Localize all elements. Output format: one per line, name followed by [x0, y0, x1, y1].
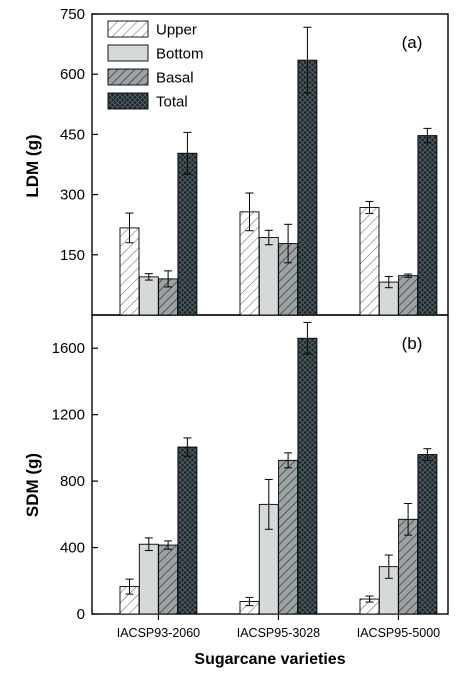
y-tick-label-b: 400	[60, 540, 85, 557]
y-tick-label-b: 1600	[52, 340, 85, 357]
x-tick-label: IACSP95-5000	[357, 626, 440, 640]
bar-a-upper-3	[359, 206, 380, 316]
x-tick-labels: IACSP93-2060 IACSP95-3028 IACSP95-5000	[117, 614, 440, 640]
legend-label-total: Total	[156, 94, 188, 111]
x-tick-label: IACSP93-2060	[117, 626, 200, 640]
error-bar-a-upper-2	[245, 192, 254, 232]
y-tick-label-b: 800	[60, 473, 85, 490]
error-bar-a-upper-1	[125, 212, 134, 244]
panel-a-y-axis-title: LDM (g)	[23, 134, 42, 197]
y-tick-label-a: 150	[60, 247, 85, 264]
error-bar-a-total-2	[303, 26, 312, 94]
bar-a-basal-3	[398, 275, 419, 316]
y-tick-label-b: 0	[77, 606, 85, 623]
panel-b-y-axis-title: SDM (g)	[23, 453, 42, 517]
error-bar-a-bottom-2	[264, 229, 273, 246]
error-bar-b-bottom-1	[144, 537, 153, 552]
bar-b-bottom-1	[138, 543, 159, 615]
y-tick-label-a: 450	[60, 126, 85, 143]
y-tick-label-a: 750	[60, 6, 85, 23]
bar-b-total-1	[177, 446, 198, 615]
error-bar-a-total-1	[183, 131, 192, 175]
bar-a-bottom-2	[258, 237, 279, 316]
bar-a-total-3	[417, 135, 438, 316]
legend-swatch-bottom	[107, 44, 149, 62]
bar-b-basal-1	[158, 544, 179, 615]
error-bar-b-basal-3	[404, 503, 413, 536]
panel-a-y-ticks: 150 300 450 600 750	[60, 6, 98, 264]
y-tick-label-a: 600	[60, 66, 85, 83]
error-bar-a-total-3	[423, 127, 432, 144]
legend-swatch-total	[107, 92, 149, 110]
legend-label-bottom: Bottom	[156, 46, 204, 63]
error-bar-b-bottom-3	[384, 554, 393, 579]
error-bar-a-bottom-1	[144, 273, 153, 281]
bar-a-total-1	[177, 152, 198, 316]
error-bar-a-basal-3	[404, 273, 413, 278]
error-bar-b-total-1	[183, 437, 192, 457]
bar-a-total-2	[297, 59, 318, 316]
panel-b-y-ticks: 0 400 800 1200 1600	[52, 340, 98, 623]
legend: Upper Bottom Basal Total	[107, 20, 204, 111]
legend-swatch-upper	[107, 20, 149, 38]
error-bar-a-basal-1	[164, 270, 173, 288]
legend-label-upper: Upper	[156, 22, 197, 39]
bar-b-basal-2	[278, 459, 299, 615]
y-tick-label-a: 300	[60, 187, 85, 204]
error-bar-b-upper-2	[245, 596, 254, 607]
error-bar-b-basal-1	[164, 540, 173, 550]
y-tick-label-b: 1200	[52, 407, 85, 424]
error-bar-a-upper-3	[365, 200, 374, 214]
x-tick-label: IACSP95-3028	[237, 626, 320, 640]
x-axis-title: Sugarcane varieties	[194, 651, 345, 668]
bar-b-total-3	[417, 454, 438, 615]
legend-label-basal: Basal	[156, 70, 194, 87]
error-bar-b-upper-3	[365, 595, 374, 603]
error-bar-b-upper-1	[125, 578, 134, 595]
error-bar-b-total-2	[303, 321, 312, 355]
error-bar-a-basal-2	[284, 223, 293, 264]
panel-b-label: (b)	[402, 334, 423, 353]
legend-swatch-basal	[107, 68, 149, 86]
panel-a-bars	[119, 26, 438, 316]
panel-b-bars	[119, 321, 438, 615]
bar-a-bottom-1	[138, 276, 159, 316]
error-bar-b-total-3	[423, 448, 432, 461]
error-bar-b-bottom-2	[264, 478, 273, 530]
error-bar-b-basal-2	[284, 452, 293, 469]
error-bar-a-bottom-3	[384, 275, 393, 289]
panel-a-label: (a)	[402, 33, 423, 52]
bar-b-total-2	[297, 337, 318, 615]
